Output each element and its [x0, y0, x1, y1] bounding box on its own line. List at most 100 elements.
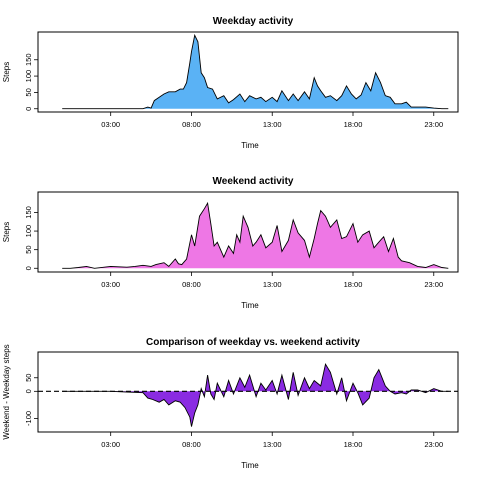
data-point [217, 98, 218, 99]
data-point [94, 108, 95, 109]
data-point [239, 377, 240, 378]
data-point [204, 396, 205, 397]
data-point [214, 399, 215, 400]
data-point [239, 242, 240, 243]
chart-panel-3: Comparison of weekday vs. weekend activi… [2, 337, 459, 470]
y-axis-label: Weekend - Weekday steps [2, 344, 11, 439]
data-point [249, 375, 250, 376]
data-point [378, 242, 379, 243]
data-point [163, 399, 164, 400]
data-point [298, 100, 299, 101]
data-point [204, 77, 205, 78]
data-point [390, 97, 391, 98]
data-point [214, 245, 215, 246]
data-point [277, 393, 278, 394]
data-point [357, 392, 358, 393]
data-point [309, 98, 310, 99]
data-point [385, 385, 386, 386]
data-point [175, 91, 176, 92]
data-point [288, 100, 289, 101]
data-point [369, 231, 370, 232]
x-tick-label: 23:00 [424, 440, 443, 449]
data-point [341, 377, 342, 378]
data-point [86, 266, 87, 267]
data-point [260, 97, 261, 98]
data-point [362, 404, 363, 405]
data-point [217, 383, 218, 384]
data-point [228, 380, 229, 381]
x-axis-label: Time [241, 141, 259, 150]
data-point [293, 372, 294, 373]
chart-title: Weekend activity [213, 176, 294, 187]
data-point [336, 100, 337, 101]
data-point [159, 263, 160, 264]
data-point [433, 264, 434, 265]
data-point [325, 216, 326, 217]
data-point [281, 375, 282, 376]
data-point [201, 388, 202, 389]
data-point [210, 393, 211, 394]
y-axis-label: Steps [2, 62, 11, 82]
data-point [134, 266, 135, 267]
data-point [142, 108, 143, 109]
data-point [362, 234, 363, 235]
data-point [244, 101, 245, 102]
x-axis-label: Time [241, 301, 259, 310]
data-point [197, 404, 198, 405]
data-point [425, 267, 426, 268]
data-point [178, 263, 179, 264]
data-point [304, 240, 305, 241]
data-point [142, 392, 143, 393]
data-point [168, 266, 169, 267]
data-point [330, 372, 331, 373]
data-point [411, 107, 412, 108]
data-point [233, 99, 234, 100]
x-tick-label: 08:00 [182, 120, 201, 129]
data-point [330, 95, 331, 96]
y-tick-label: 100 [24, 225, 33, 238]
data-point [336, 393, 337, 394]
data-point [352, 383, 353, 384]
data-point [78, 108, 79, 109]
data-point [163, 93, 164, 94]
data-point [181, 264, 182, 265]
data-point [448, 268, 449, 269]
data-point [320, 90, 321, 91]
x-axis-label: Time [241, 461, 259, 470]
x-tick-label: 18:00 [344, 440, 363, 449]
y-tick-label: -100 [24, 411, 33, 426]
data-point [378, 369, 379, 370]
y-tick-label: 0 [24, 389, 33, 393]
data-point [401, 260, 402, 261]
data-point [320, 385, 321, 386]
data-point [191, 51, 192, 52]
data-point [260, 383, 261, 384]
y-tick-label: 150 [24, 53, 33, 66]
data-point [236, 234, 237, 235]
data-point [180, 89, 181, 90]
data-point [70, 268, 71, 269]
series-area [62, 203, 449, 269]
data-point [168, 404, 169, 405]
data-point [151, 108, 152, 109]
data-point [361, 94, 362, 95]
data-point [228, 102, 229, 103]
data-point [448, 108, 449, 109]
data-point [126, 267, 127, 268]
data-point [288, 240, 289, 241]
y-tick-label: 0 [24, 107, 33, 111]
y-tick-label: 0 [24, 266, 33, 270]
data-point [385, 95, 386, 96]
data-point [330, 227, 331, 228]
data-point [204, 208, 205, 209]
data-point [356, 98, 357, 99]
data-point [411, 389, 412, 390]
data-point [199, 216, 200, 217]
data-point [375, 72, 376, 73]
data-point [147, 398, 148, 399]
data-point [288, 399, 289, 400]
data-point [394, 103, 395, 104]
data-point [351, 93, 352, 94]
data-point [239, 93, 240, 94]
